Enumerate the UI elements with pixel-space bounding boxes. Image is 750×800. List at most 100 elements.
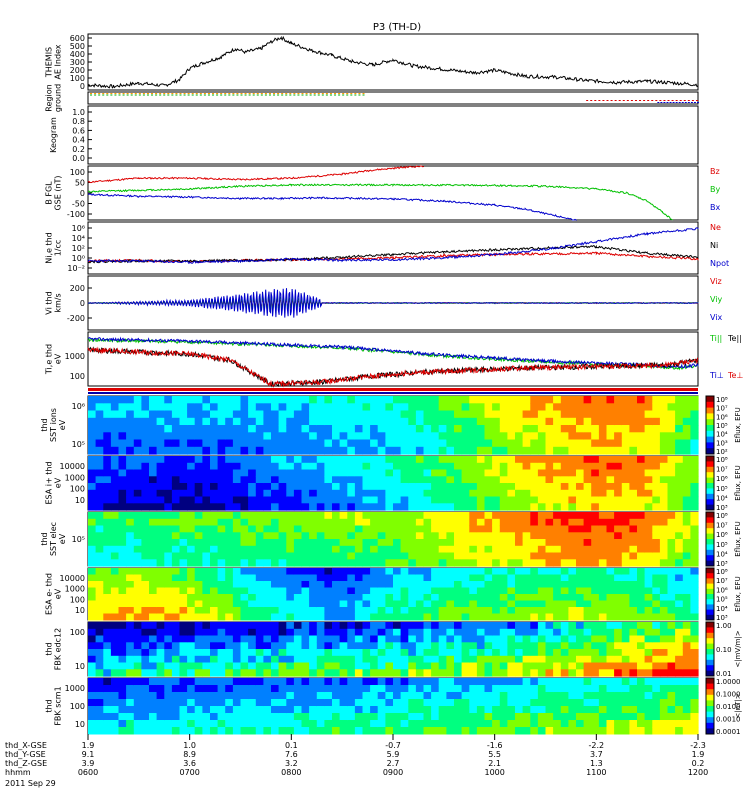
esa-ions-cell: [644, 462, 653, 471]
sst-ions-cell: [240, 425, 249, 433]
fbk-scm1-cell: [446, 699, 455, 707]
fbk-scm1-cell: [408, 713, 417, 721]
fbk-edc12-cell: [164, 649, 173, 657]
fbk-scm1-cell: [553, 720, 562, 728]
fbk-scm1-cell: [675, 692, 684, 700]
fbk-edc12-cell: [385, 635, 394, 643]
fbk-scm1-cell: [164, 706, 173, 714]
fbk-edc12-cell: [682, 642, 691, 650]
fbk-scm1-cell: [553, 685, 562, 693]
fbk-edc12-cell: [332, 662, 341, 670]
region-dot: [244, 94, 247, 96]
esa-elec-cell: [133, 581, 142, 588]
fbk-edc12-cell: [606, 669, 615, 677]
esa-ions-cell: [446, 456, 455, 464]
fbk-scm1-cell: [95, 706, 104, 714]
fbk-scm1-cell: [415, 727, 425, 735]
fbk-edc12-cell: [232, 635, 242, 643]
sst-ions-cell: [507, 410, 516, 419]
sst-ions-cell: [255, 417, 264, 426]
fbk-edc12-cell: [255, 622, 264, 630]
density-Npot-line: [87, 227, 699, 264]
sst-elec-cell: [476, 539, 486, 547]
fbk-scm1-cell: [537, 713, 547, 721]
sst-elec-cell: [492, 512, 501, 520]
sst-elec-cell: [659, 532, 669, 540]
sst-ions-cell: [431, 417, 440, 426]
sst-ions-cell: [194, 439, 203, 448]
esa-ions-cell: [271, 503, 280, 511]
fbk-edc12-cell: [637, 622, 646, 630]
fbk-scm1-cell: [598, 706, 608, 714]
fbk-scm1-cell: [271, 699, 280, 707]
esa-elec-cell: [179, 587, 188, 595]
fbk-scm1-cell: [377, 727, 386, 735]
sst-ions-cell: [118, 446, 127, 455]
sst-ions-cell: [484, 439, 493, 448]
esa-ions-cell: [667, 489, 676, 498]
esa-elec-cell: [446, 607, 455, 614]
fbk-edc12-cell: [141, 622, 150, 630]
colorbar-tick: 10⁸: [716, 396, 728, 404]
esa-ions-cell: [675, 476, 684, 484]
fbk-scm1-cell: [515, 685, 524, 693]
esa-elec-cell: [164, 594, 173, 601]
esa-ions-cell: [400, 456, 409, 464]
sst-ions-cell: [332, 410, 341, 419]
z-gse-value: 2.7: [387, 759, 400, 768]
esa-ions-cell: [591, 496, 600, 504]
sst-ions-cell: [309, 417, 318, 426]
esa-ions-cell: [263, 483, 272, 491]
hhmm-value: 0600: [78, 768, 98, 777]
fbk-edc12-cell: [362, 655, 371, 664]
esa-elec-cell: [568, 574, 577, 582]
esa-elec-cell: [278, 600, 287, 608]
esa-ions-cell: [217, 456, 226, 464]
esa-elec-cell: [484, 607, 493, 614]
sst-elec-cell: [629, 532, 638, 540]
sst-elec-cell: [629, 545, 638, 554]
fbk-edc12-cell: [431, 622, 440, 630]
region-dot: [260, 94, 263, 96]
esa-ions-cell: [309, 483, 318, 491]
sst-elec-cell: [385, 525, 394, 533]
esa-ions-cell: [103, 469, 112, 477]
esa-elec-cell: [659, 594, 669, 601]
sst-ions-cell: [240, 410, 249, 419]
sst-elec-cell: [95, 532, 104, 540]
esa-elec-cell: [187, 587, 196, 595]
sst-elec-cell: [141, 525, 150, 533]
sst-elec-cell: [210, 552, 219, 560]
fbk-scm1-cell: [232, 678, 242, 686]
esa-elec-cell: [202, 568, 211, 575]
fbk-edc12-cell: [293, 669, 303, 677]
fbk-edc12-cell: [324, 628, 333, 637]
esa-elec-cell: [278, 594, 287, 601]
esa-ions-cell: [484, 496, 493, 504]
sst-ions-cell: [637, 417, 646, 426]
bfgl-Bz-line: [87, 165, 424, 184]
esa-elec-cell: [492, 581, 501, 588]
sst-ions-cell: [126, 425, 135, 433]
region-dot: [329, 94, 332, 96]
sst-ions-cell: [545, 432, 554, 441]
esa-ions-cell: [156, 489, 165, 498]
sst-elec-cell: [560, 539, 569, 547]
fbk-edc12-cell: [202, 622, 211, 630]
fbk-scm1-cell: [301, 678, 310, 686]
fbk-scm1-cell: [446, 692, 455, 700]
esa-elec-cell: [629, 613, 638, 621]
esa-elec-cell: [187, 568, 196, 575]
fbk-scm1-cell: [255, 699, 264, 707]
esa-elec-cell: [576, 600, 585, 608]
fbk-scm1-cell: [332, 706, 341, 714]
esa-ions-cell: [301, 483, 310, 491]
sst-ions-cell: [347, 446, 356, 455]
fbk-scm1-cell: [347, 685, 356, 693]
esa-elec-cell: [560, 587, 569, 595]
esa-ions-cell: [690, 456, 699, 464]
fbk-scm1-cell: [248, 706, 257, 714]
esa-elec-cell: [438, 574, 447, 582]
esa-elec-cell: [415, 574, 425, 582]
fbk-scm1-cell: [210, 678, 219, 686]
